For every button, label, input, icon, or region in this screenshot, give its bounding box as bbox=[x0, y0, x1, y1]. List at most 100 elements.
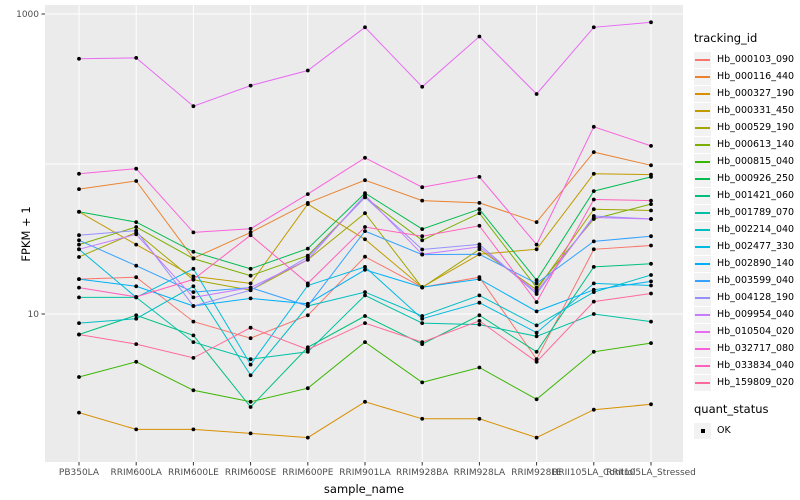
data-point bbox=[534, 290, 539, 294]
legend-item-label: Hb_001421_060 bbox=[717, 190, 795, 201]
data-point bbox=[420, 198, 425, 203]
legend-key bbox=[694, 340, 711, 357]
data-point bbox=[77, 332, 81, 337]
data-point bbox=[477, 175, 482, 179]
data-point bbox=[591, 239, 596, 244]
data-point bbox=[305, 304, 310, 308]
legend-item-label: Hb_002214_040 bbox=[717, 224, 795, 235]
x-tick-label: RRIM928BA bbox=[396, 468, 449, 478]
legend-item: Hb_010504_020 bbox=[694, 323, 794, 340]
data-point bbox=[77, 56, 81, 61]
legend-item: Hb_002477_330 bbox=[694, 238, 794, 255]
data-point bbox=[534, 359, 539, 364]
data-point bbox=[305, 246, 310, 251]
data-point bbox=[191, 230, 196, 235]
data-point bbox=[363, 178, 367, 183]
data-point bbox=[591, 407, 596, 412]
data-point bbox=[591, 287, 596, 292]
legend-item-label: Hb_033834_040 bbox=[717, 360, 795, 371]
quant-status-key bbox=[694, 422, 711, 439]
legend-item: Hb_159809_020 bbox=[694, 374, 794, 391]
legend-item-label: Hb_010504_020 bbox=[717, 326, 795, 337]
legend-item-label: Hb_000327_190 bbox=[717, 88, 795, 99]
data-point bbox=[248, 281, 253, 286]
data-point bbox=[649, 234, 653, 239]
data-point bbox=[191, 319, 196, 324]
data-point bbox=[248, 325, 253, 330]
data-point bbox=[248, 431, 253, 436]
data-point bbox=[649, 291, 653, 296]
data-point bbox=[591, 150, 596, 155]
data-point bbox=[649, 208, 653, 213]
data-point bbox=[191, 274, 196, 279]
legend-key bbox=[694, 255, 711, 272]
legend-key bbox=[694, 323, 711, 340]
data-point bbox=[77, 321, 81, 325]
legend-item-label: Hb_001789_070 bbox=[717, 207, 795, 218]
legend-key bbox=[694, 289, 711, 306]
data-point bbox=[649, 261, 653, 266]
data-point bbox=[477, 416, 482, 421]
data-point bbox=[534, 323, 539, 328]
data-point bbox=[534, 334, 539, 339]
legend-item: Hb_001421_060 bbox=[694, 187, 794, 204]
legend-item-label: Hb_003599_040 bbox=[717, 275, 795, 286]
data-point bbox=[649, 402, 653, 407]
data-point bbox=[591, 349, 596, 354]
x-tick-label: RRIM901LA bbox=[339, 468, 391, 478]
data-point bbox=[649, 163, 653, 168]
data-point bbox=[248, 226, 253, 231]
y-axis-title: FPKM + 1 bbox=[19, 206, 33, 262]
data-point bbox=[534, 349, 539, 354]
point-marker-icon bbox=[700, 428, 705, 433]
data-point bbox=[134, 56, 139, 60]
data-point bbox=[134, 179, 139, 183]
legend-key-line-icon bbox=[695, 160, 710, 163]
data-point bbox=[534, 242, 539, 247]
data-point bbox=[248, 288, 253, 293]
data-point bbox=[649, 283, 653, 288]
legend-key bbox=[694, 374, 711, 391]
data-point bbox=[248, 83, 253, 88]
data-point bbox=[649, 144, 653, 148]
x-tick-label: RRIM600LE bbox=[168, 468, 219, 478]
data-point bbox=[534, 281, 539, 286]
data-point bbox=[134, 225, 139, 229]
data-point bbox=[420, 380, 425, 385]
data-point bbox=[248, 405, 253, 409]
data-point bbox=[191, 304, 196, 308]
data-point bbox=[420, 321, 425, 325]
quant-status-legend: quant_status OK bbox=[694, 402, 769, 439]
data-point bbox=[134, 242, 139, 247]
legend-key-line-icon bbox=[695, 177, 710, 180]
data-point bbox=[534, 309, 539, 314]
y-tick-label: 1000 bbox=[16, 10, 39, 20]
data-point bbox=[248, 266, 253, 271]
legend-title-quant-status: quant_status bbox=[694, 402, 769, 416]
legend-item-label: Hb_159809_020 bbox=[717, 377, 795, 388]
data-point bbox=[363, 211, 367, 216]
data-point bbox=[477, 201, 482, 205]
data-point bbox=[363, 225, 367, 229]
data-point bbox=[591, 197, 596, 202]
data-point bbox=[248, 285, 253, 290]
data-point bbox=[305, 202, 310, 207]
data-point bbox=[591, 189, 596, 194]
data-point bbox=[248, 399, 253, 404]
legend-key-line-icon bbox=[695, 313, 710, 316]
data-point bbox=[77, 285, 81, 290]
data-point bbox=[591, 299, 596, 304]
data-point bbox=[248, 273, 253, 278]
data-point bbox=[134, 228, 139, 233]
x-tick-label: RRII105LA_Control bbox=[552, 468, 635, 478]
data-point bbox=[477, 313, 482, 318]
legend-key-line-icon bbox=[695, 58, 710, 61]
data-point bbox=[591, 247, 596, 252]
data-point bbox=[248, 296, 253, 301]
legend-item-label: Hb_000116_440 bbox=[717, 71, 795, 82]
x-tick-label: RRIM928LE bbox=[511, 468, 562, 478]
legend-item: Hb_000116_440 bbox=[694, 68, 794, 85]
data-point bbox=[77, 242, 81, 247]
legend-key bbox=[694, 306, 711, 323]
legend-item: Hb_001789_070 bbox=[694, 204, 794, 221]
